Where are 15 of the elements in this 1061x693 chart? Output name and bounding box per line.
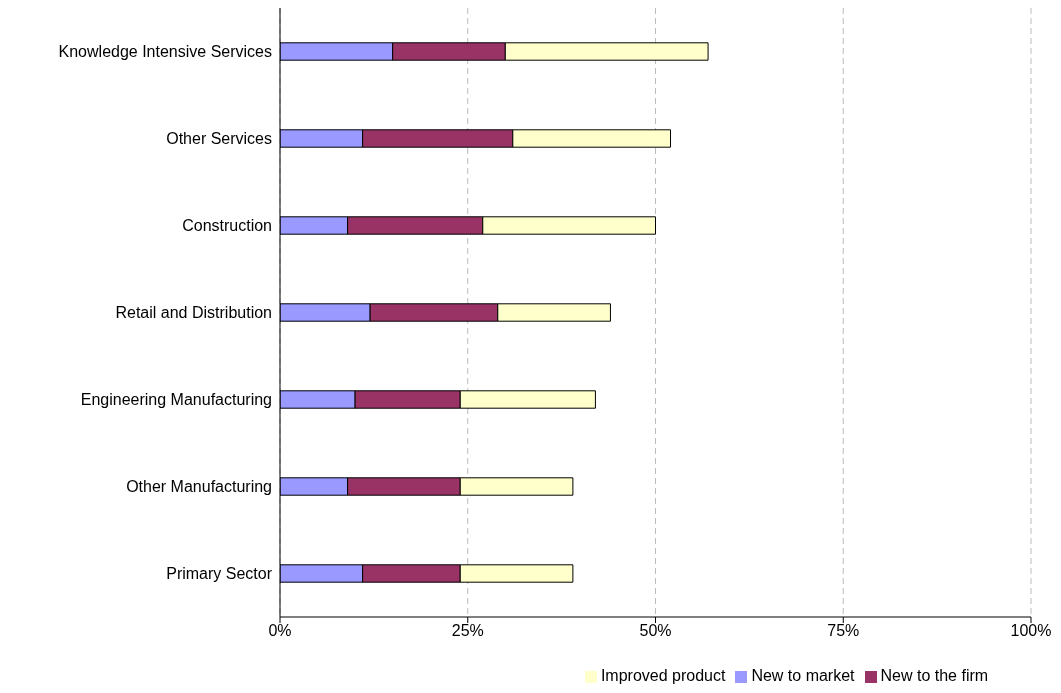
x-tick-label: 50%	[639, 622, 672, 640]
legend-label: New to market	[751, 667, 855, 684]
y-tick-label: Construction	[182, 217, 272, 235]
x-tick-label: 75%	[827, 622, 860, 640]
y-tick-label: Engineering Manufacturing	[80, 391, 272, 409]
y-tick-label: Other Manufacturing	[126, 478, 272, 496]
y-tick-label: Knowledge Intensive Services	[58, 43, 272, 61]
x-tick-label: 25%	[451, 622, 484, 640]
x-tick-label: 0%	[268, 622, 292, 640]
x-tick-label: 100%	[1010, 622, 1052, 640]
y-tick-label: Primary Sector	[166, 565, 273, 583]
legend-label: Improved product	[600, 667, 726, 684]
legend-label: New to the firm	[880, 667, 989, 684]
y-tick-label: Retail and Distribution	[115, 304, 272, 322]
y-tick-label: Other Services	[166, 130, 272, 148]
